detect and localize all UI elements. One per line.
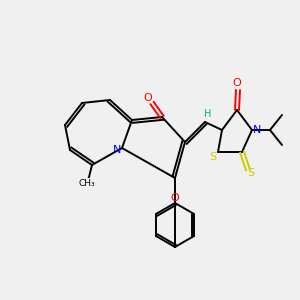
Text: N: N [113, 145, 121, 155]
Text: S: S [248, 168, 255, 178]
Text: CH₃: CH₃ [79, 178, 95, 188]
Text: O: O [144, 93, 152, 103]
Text: H: H [204, 109, 212, 119]
Text: O: O [232, 78, 242, 88]
Text: N: N [253, 125, 261, 135]
Text: S: S [209, 152, 217, 162]
Text: O: O [171, 193, 179, 203]
